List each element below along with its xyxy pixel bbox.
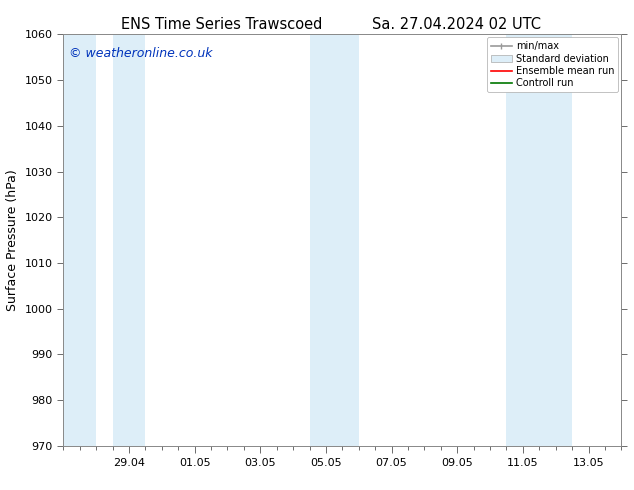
Bar — [507, 34, 572, 446]
Bar — [113, 34, 145, 446]
Bar — [309, 34, 359, 446]
Text: © weatheronline.co.uk: © weatheronline.co.uk — [69, 47, 212, 60]
Bar — [63, 34, 96, 446]
Text: Sa. 27.04.2024 02 UTC: Sa. 27.04.2024 02 UTC — [372, 17, 541, 32]
Legend: min/max, Standard deviation, Ensemble mean run, Controll run: min/max, Standard deviation, Ensemble me… — [487, 37, 618, 92]
Y-axis label: Surface Pressure (hPa): Surface Pressure (hPa) — [6, 169, 19, 311]
Text: ENS Time Series Trawscoed: ENS Time Series Trawscoed — [121, 17, 323, 32]
